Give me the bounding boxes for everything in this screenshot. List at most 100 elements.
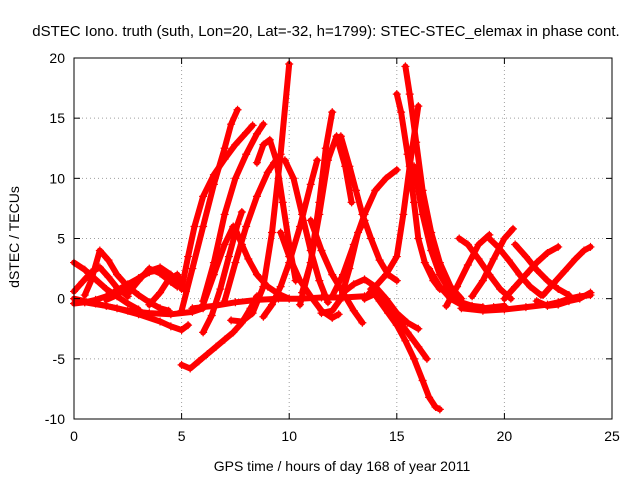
data-point [425,393,434,402]
data-point [156,288,165,297]
data-series-39 [485,234,545,300]
data-point [188,304,197,313]
data-point [457,304,466,313]
data-point [123,299,132,308]
data-point [414,234,423,243]
x-axis-label: GPS time / hours of day 168 of year 2011 [214,458,471,474]
data-point [349,306,358,315]
data-point [216,285,225,294]
data-point [478,306,487,315]
y-tick-label: 10 [49,170,65,186]
data-trace [340,276,422,332]
x-tick-label: 0 [70,428,78,444]
data-point [80,265,89,274]
data-point [145,264,154,273]
data-point [339,293,347,302]
data-point [259,120,268,129]
data-point [328,108,337,117]
data-point [360,275,369,284]
data-point [392,321,401,330]
data-point [328,306,337,315]
data-series-30 [366,285,444,414]
data-point [233,220,242,229]
data-series-16 [227,60,294,326]
data-point [549,279,558,288]
data-point [306,216,315,225]
data-trace [501,243,562,302]
data-point [252,158,261,167]
data-point [113,270,122,279]
data-point [123,306,132,315]
data-point [328,270,337,279]
data-point [80,291,89,300]
data-point [339,270,347,279]
data-point [306,180,315,189]
data-point [489,254,498,263]
data-point [231,258,240,267]
data-point [403,328,412,337]
data-point [317,293,326,302]
data-series-44 [532,288,595,310]
data-point [276,282,285,291]
data-point [399,210,408,219]
data-point [410,198,419,207]
data-point [252,295,261,304]
data-point [199,328,208,337]
x-tick-label: 5 [178,428,186,444]
data-point [500,234,509,243]
data-point [410,354,419,363]
data-point [177,325,186,334]
data-point [358,210,367,219]
data-point [231,224,240,233]
data-point [207,311,216,320]
data-point [412,138,421,147]
data-point [259,140,268,149]
data-point [392,90,401,99]
data-point [392,276,401,285]
data-point [190,222,199,231]
data-point [586,288,595,297]
data-point [156,317,165,326]
data-series-12 [199,120,268,306]
data-point [95,246,104,255]
data-point [104,256,113,265]
data-point [554,285,563,294]
data-point [188,264,197,273]
data-point [435,405,444,414]
data-point [220,240,229,249]
data-point [177,306,186,315]
data-point [123,289,132,298]
data-point [272,156,281,165]
data-point [315,198,324,207]
data-point [209,270,218,279]
data-point [485,234,494,243]
data-point [237,208,246,217]
data-series-14 [199,208,246,337]
data-point [418,210,427,219]
data-point [265,135,274,144]
y-tick-label: 20 [49,50,65,66]
data-series-36 [442,230,494,310]
data-point [435,270,444,279]
data-trace [486,235,544,299]
data-point [274,294,283,303]
x-tick-label: 10 [281,428,297,444]
data-point [224,252,233,261]
data-point [478,276,487,285]
data-point [509,224,518,233]
data-point [278,198,287,207]
data-point [134,276,143,285]
data-point [242,128,251,137]
data-trace [200,223,237,308]
data-point [496,285,505,294]
data-point [280,156,289,165]
data-point [360,292,369,301]
data-series-17 [252,135,300,285]
data-point [276,228,285,237]
x-tick-label: 20 [497,428,513,444]
data-trace [533,289,594,309]
plot-frame [73,57,613,420]
data-point [405,90,414,99]
data-point [166,310,175,319]
data-point [560,266,569,275]
